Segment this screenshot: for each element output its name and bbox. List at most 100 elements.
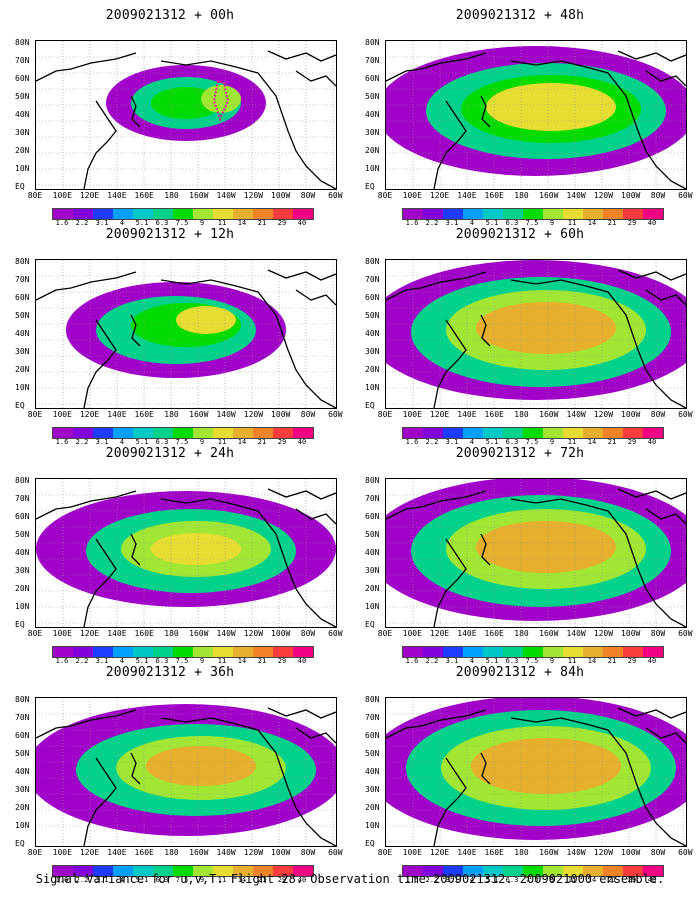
map-panel: 2009021312 + 60h 80N 70N 60N 50N 40N 30N 20N 10N…: [365, 227, 695, 447]
colorbar-label: 9: [199, 876, 205, 884]
longitude-label: 140W: [216, 848, 236, 857]
colorbar-swatch: [463, 209, 483, 219]
longitude-label: 140W: [216, 191, 236, 200]
colorbar-label: 21: [257, 876, 267, 884]
colorbar-swatch: [53, 647, 73, 657]
colorbar-swatch: [603, 866, 623, 876]
latitude-label: 50N: [15, 749, 30, 758]
longitude-label: 100W: [271, 410, 291, 419]
latitude-label: 10N: [15, 383, 30, 392]
latitude-label: 40N: [365, 548, 380, 557]
colorbar-labels: 1.6 2.2 3.1 4 5.1 6.3 7.5 9 11 14 21 29 40: [402, 876, 662, 885]
colorbar-swatch: [53, 209, 73, 219]
longitude-label: 80W: [300, 191, 316, 200]
colorbar-swatch: [193, 209, 213, 219]
colorbar-label: 5.1: [135, 438, 149, 446]
colorbar-swatch: [73, 209, 93, 219]
panel-title: 2009021312 + 12h: [105, 227, 235, 242]
longitude-label: 160E: [134, 410, 154, 419]
colorbar-swatch: [293, 428, 313, 438]
colorbar-label: 3.1: [445, 876, 459, 884]
colorbar-swatch: [603, 647, 623, 657]
latitude-label: 60N: [365, 731, 380, 740]
longitude-label: 60W: [678, 191, 693, 200]
colorbar-swatch: [563, 866, 583, 876]
longitude-label: 140W: [216, 410, 236, 419]
colorbar-swatch: [623, 866, 643, 876]
colorbar-swatch: [503, 647, 523, 657]
latitude-label: EQ: [365, 620, 375, 629]
colorbar-swatch: [133, 866, 153, 876]
panel-title: 2009021312 + 36h: [105, 665, 235, 680]
colorbar-swatch: [423, 209, 443, 219]
colorbar-label: 14: [587, 219, 597, 227]
colorbar-swatch: [543, 866, 563, 876]
latitude-label: 70N: [15, 713, 30, 722]
latitude-label: 30N: [15, 128, 30, 137]
coastline: [480, 95, 491, 128]
colorbar-swatch: [503, 866, 523, 876]
longitude-label: 100W: [271, 848, 291, 857]
latitude-label: 30N: [365, 347, 380, 356]
longitude-label: 160E: [134, 191, 154, 200]
colorbar-label: 6.3: [505, 219, 519, 227]
latitude-label: 50N: [365, 530, 380, 539]
colorbar-labels: 1.6 2.2 3.1 4 5.1 6.3 7.5 9 11 14 21 29 40: [52, 438, 312, 447]
latitude-label: 40N: [365, 767, 380, 776]
longitude-label: 80E: [377, 410, 393, 419]
colorbar-swatch: [93, 428, 113, 438]
latitude-label: 50N: [365, 311, 380, 320]
coastline: [267, 707, 336, 719]
colorbar-swatch: [523, 866, 543, 876]
latitude-label: 10N: [365, 383, 380, 392]
longitude-label: 100W: [621, 191, 641, 200]
coastline: [130, 314, 141, 347]
colorbar-swatch: [153, 209, 173, 219]
colorbar-label: 40: [647, 657, 657, 665]
colorbar-swatch: [273, 428, 293, 438]
coastline: [645, 289, 686, 306]
longitude-label: 140W: [566, 191, 586, 200]
colorbar-label: 21: [257, 438, 267, 446]
coastline: [36, 271, 137, 301]
colorbar-swatch: [113, 428, 133, 438]
colorbar-swatch: [213, 866, 233, 876]
colorbar-swatch: [583, 428, 603, 438]
latitude-label: 20N: [15, 803, 30, 812]
colorbar-swatch: [233, 647, 253, 657]
colorbar-label: 11: [217, 876, 227, 884]
latitude-label: 80N: [15, 695, 30, 704]
colorbar-label: 2.2: [75, 876, 89, 884]
variance-contour: [476, 302, 616, 354]
colorbar-label: 5.1: [485, 219, 499, 227]
map-plot: [35, 478, 337, 628]
latitude-label: 80N: [15, 257, 30, 266]
coastline: [295, 70, 336, 87]
latitude-label: 60N: [15, 293, 30, 302]
colorbar-swatch: [403, 647, 423, 657]
colorbar-swatch: [443, 866, 463, 876]
colorbar-swatch: [253, 428, 273, 438]
longitude-label: 120E: [429, 848, 450, 857]
colorbar-swatch: [583, 647, 603, 657]
longitude-label: 140W: [566, 848, 586, 857]
colorbar-label: 9: [199, 438, 205, 446]
colorbar-swatch: [93, 209, 113, 219]
colorbar-swatch: [523, 647, 543, 657]
longitude-label: 120E: [79, 629, 100, 638]
colorbar-swatch: [53, 866, 73, 876]
longitude-label: 160W: [189, 191, 209, 200]
longitude-label: 160E: [484, 191, 504, 200]
colorbar-label: 4: [119, 876, 125, 884]
coastline: [267, 488, 336, 500]
colorbar-swatch: [53, 428, 73, 438]
latitude-label: EQ: [365, 401, 375, 410]
coastline: [130, 752, 141, 785]
colorbar-label: 4: [469, 657, 475, 665]
colorbar-swatch: [173, 647, 193, 657]
coastline: [480, 314, 491, 347]
colorbar-label: 2.2: [75, 657, 89, 665]
colorbar-swatch: [113, 866, 133, 876]
colorbar-label: 40: [647, 876, 657, 884]
latitude-label: 70N: [15, 494, 30, 503]
